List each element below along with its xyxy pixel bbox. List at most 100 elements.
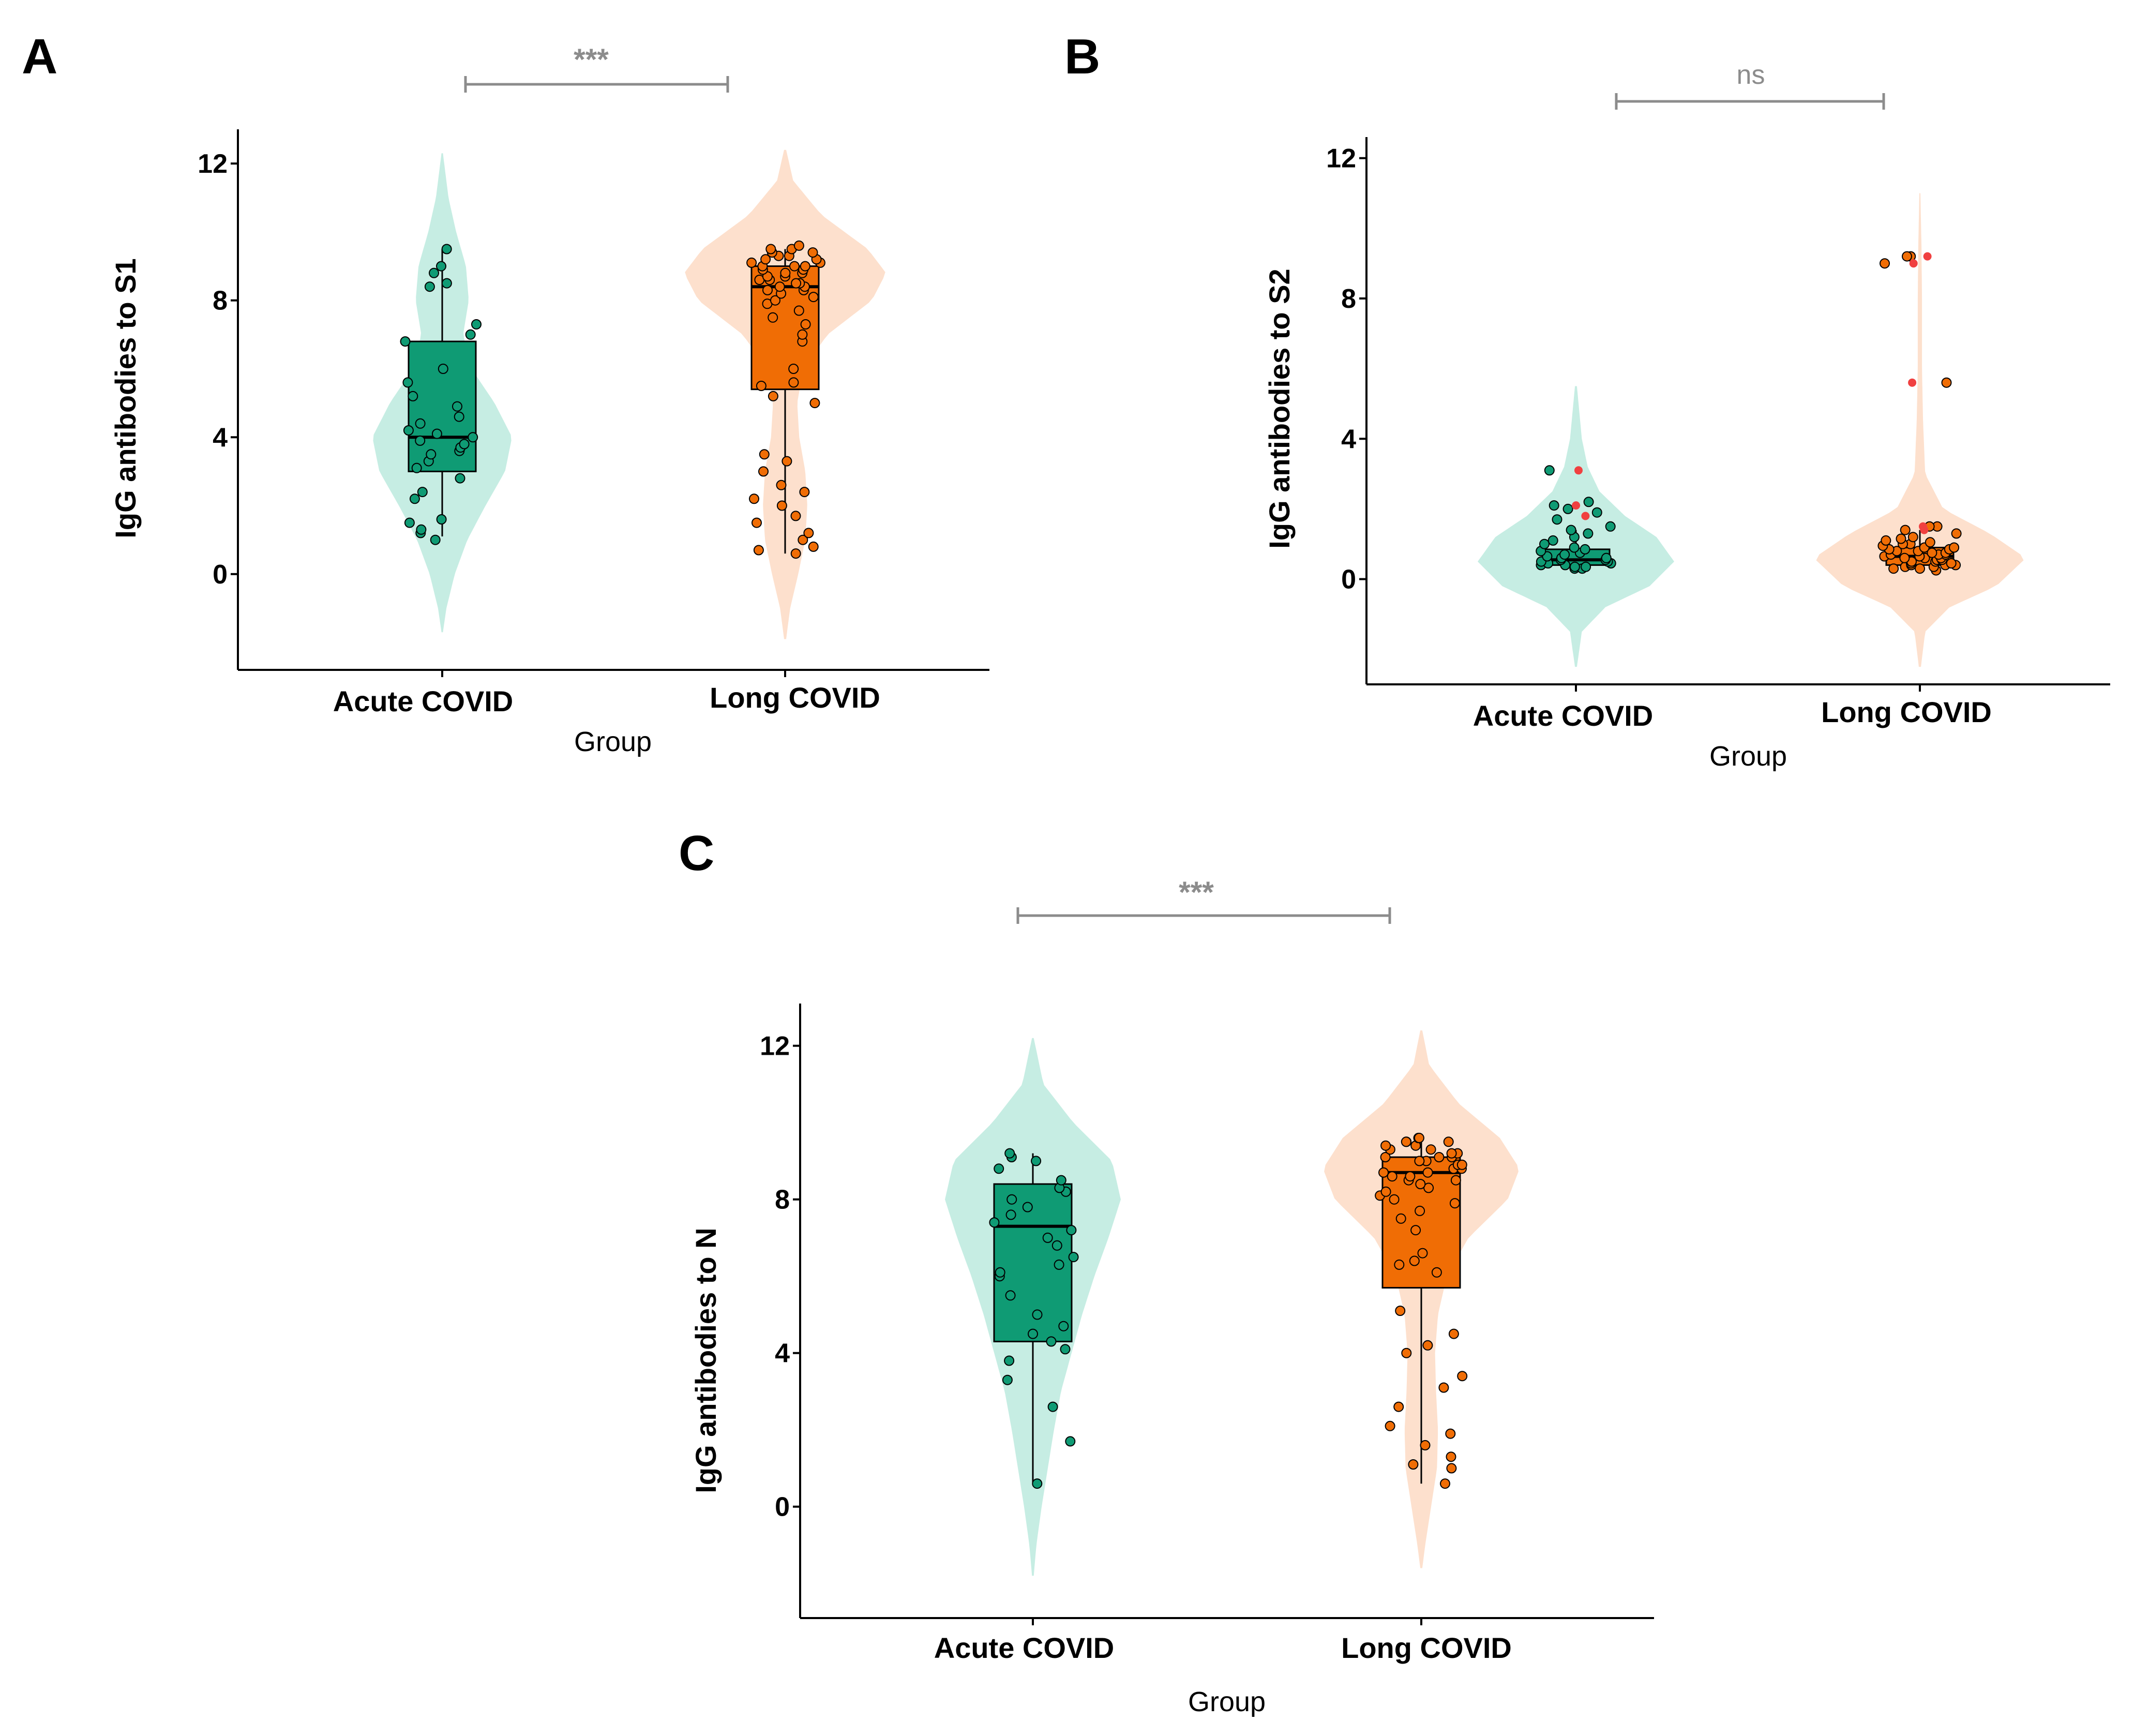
data-point (1387, 1171, 1397, 1182)
y-tick-label: 0 (775, 1492, 790, 1522)
data-point (1393, 1401, 1404, 1412)
y-tick-label: 0 (1341, 565, 1356, 595)
data-point (749, 493, 759, 504)
data-point (1552, 514, 1562, 525)
y-tick-label: 8 (775, 1185, 790, 1215)
data-point (1896, 533, 1906, 544)
data-point (1005, 1290, 1016, 1301)
data-point (1569, 561, 1580, 572)
data-point (1605, 521, 1616, 532)
data-point (1380, 1152, 1391, 1162)
data-point (426, 449, 437, 460)
data-point (790, 511, 801, 521)
plot-area-b (1365, 137, 2110, 685)
data-point (752, 517, 762, 528)
significance-label-a: *** (574, 43, 609, 77)
data-point (1415, 1179, 1426, 1189)
data-point (1443, 1136, 1454, 1147)
data-point (1601, 552, 1612, 563)
data-point (1446, 1451, 1456, 1462)
data-point (1394, 1259, 1405, 1270)
data-point (1385, 1420, 1395, 1431)
data-point (417, 487, 428, 498)
data-point (1949, 542, 1960, 553)
data-point (1054, 1259, 1064, 1270)
data-point (403, 425, 414, 436)
data-point (1415, 1205, 1425, 1216)
data-point (1941, 377, 1952, 388)
data-point (994, 1163, 1004, 1174)
data-point (765, 244, 776, 255)
data-point (788, 377, 799, 388)
data-point (1422, 1167, 1433, 1178)
data-point (782, 456, 792, 467)
data-point (415, 418, 426, 429)
x-tick-label-acute-c: Acute COVID (934, 1632, 1115, 1664)
data-point (1066, 1225, 1077, 1236)
data-point (758, 466, 769, 477)
y-tick-label: 4 (1341, 424, 1356, 454)
data-point (1414, 1156, 1425, 1166)
outlier-point (1581, 512, 1590, 520)
data-point (807, 247, 818, 258)
x-axis-title-c: Group (1188, 1686, 1266, 1717)
data-point (1032, 1478, 1043, 1489)
data-point (1880, 258, 1890, 269)
x-tick-label-long-a: Long COVID (710, 681, 880, 714)
y-axis-ticks-c: 0 4 8 12 (760, 1031, 1422, 1625)
data-point (770, 295, 780, 306)
data-point (411, 462, 422, 473)
y-axis-title-b: IgG antibodies to S2 (1263, 268, 1296, 548)
data-point (809, 398, 820, 409)
data-point (989, 1217, 1000, 1228)
data-point (788, 364, 799, 374)
x-tick-label-acute-a: Acute COVID (333, 685, 514, 717)
data-point (1060, 1344, 1071, 1355)
y-tick-label: 12 (1326, 144, 1356, 174)
x-tick-label-long-b: Long COVID (1821, 696, 1992, 728)
data-point (436, 514, 447, 525)
y-tick-label: 8 (1341, 284, 1356, 314)
data-point (799, 487, 810, 498)
data-point (1591, 507, 1602, 518)
significance-label-b: ns (1737, 60, 1765, 90)
data-point (429, 267, 439, 278)
data-point (430, 534, 441, 545)
data-point (760, 254, 771, 265)
data-point (800, 261, 810, 272)
data-point (768, 391, 778, 401)
data-point (409, 493, 420, 504)
y-tick-label: 12 (760, 1031, 790, 1061)
data-point (1448, 1328, 1459, 1339)
outlier-point (1919, 522, 1927, 531)
data-point (1580, 544, 1590, 555)
data-point (1004, 1148, 1015, 1159)
violin-acute-covid (1478, 386, 1674, 667)
data-point (789, 261, 800, 272)
data-point (790, 548, 801, 559)
data-point (808, 292, 819, 303)
data-point (1547, 535, 1558, 546)
y-tick-label: 0 (213, 560, 228, 590)
data-point (1562, 503, 1573, 514)
panel-label-a: A (22, 29, 57, 84)
data-point (1438, 1382, 1449, 1393)
data-point (1425, 1144, 1436, 1155)
data-point (1423, 1183, 1434, 1193)
data-point (441, 278, 452, 289)
data-point (776, 480, 787, 490)
data-point (808, 541, 819, 552)
data-point (1420, 1440, 1431, 1450)
y-tick-label: 12 (198, 149, 228, 179)
data-point (753, 545, 764, 556)
outlier-point (1908, 378, 1917, 387)
data-point (1004, 1355, 1015, 1366)
data-point (759, 449, 770, 460)
y-axis-ticks-a: 0 4 8 12 (198, 149, 786, 677)
x-axis-title-a: Group (574, 726, 652, 757)
data-point (995, 1267, 1005, 1278)
data-point (431, 428, 442, 439)
outlier-point (1574, 466, 1583, 475)
data-point (1056, 1175, 1066, 1186)
